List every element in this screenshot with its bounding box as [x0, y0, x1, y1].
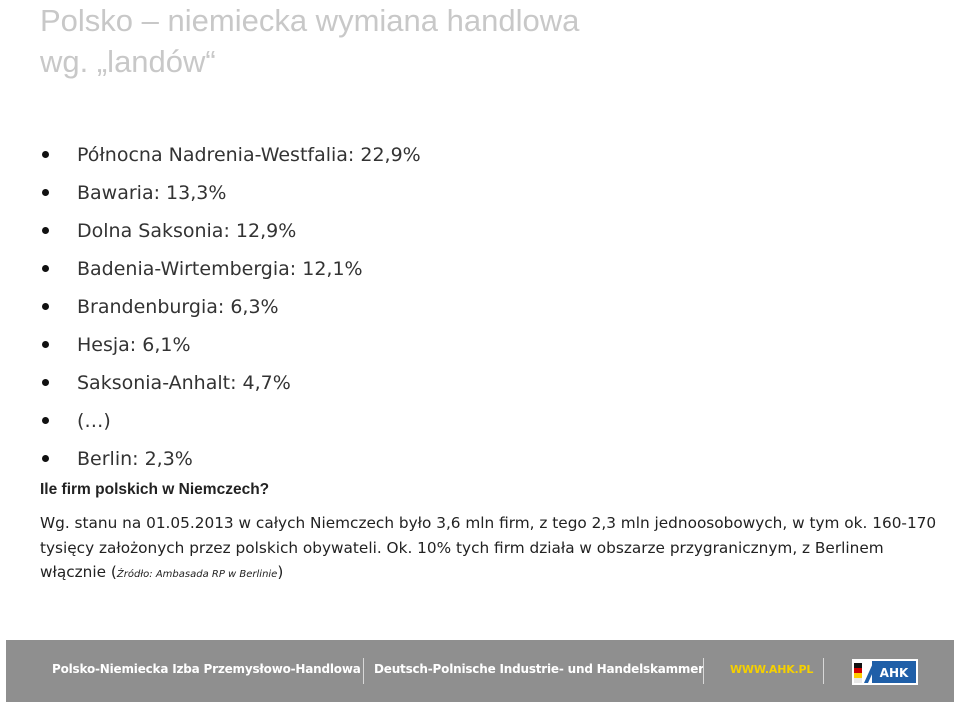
list-item-text: Berlin: 2,3%	[77, 448, 193, 470]
paragraph-closing: )	[277, 563, 284, 581]
source-citation: Źródło: Ambasada RP w Berlinie	[116, 569, 278, 580]
footer-name-pl: Polsko-Niemiecka Izba Przemysłowo-Handlo…	[52, 662, 361, 676]
ahk-logo-icon: AHK	[852, 659, 918, 685]
bullet-icon	[42, 265, 49, 272]
bullet-icon	[42, 151, 49, 158]
list-item-text: Brandenburgia: 6,3%	[77, 296, 279, 318]
list-item: Bawaria: 13,3%	[40, 174, 421, 212]
bullet-icon	[42, 227, 49, 234]
footer-divider	[703, 658, 704, 684]
list-item-text: (…)	[77, 410, 111, 432]
title-line-1: Polsko – niemiecka wymiana handlowa	[40, 3, 580, 38]
title-line-2: wg. „landów“	[40, 44, 216, 79]
list-item: Saksonia-Anhalt: 4,7%	[40, 364, 421, 402]
list-item: Hesja: 6,1%	[40, 326, 421, 364]
list-item-text: Badenia-Wirtembergia: 12,1%	[77, 258, 363, 280]
logo-text: AHK	[880, 666, 909, 680]
footer-divider	[363, 658, 364, 684]
footer-bar: Polsko-Niemiecka Izba Przemysłowo-Handlo…	[6, 640, 954, 702]
question-heading: Ile firm polskich w Niemczech?	[40, 481, 270, 498]
list-item: (…)	[40, 402, 421, 440]
list-item-text: Bawaria: 13,3%	[77, 182, 227, 204]
list-item: Dolna Saksonia: 12,9%	[40, 212, 421, 250]
list-item-text: Dolna Saksonia: 12,9%	[77, 220, 297, 242]
footer-website-link[interactable]: WWW.AHK.PL	[730, 663, 814, 676]
list-item-text: Saksonia-Anhalt: 4,7%	[77, 372, 291, 394]
list-item-text: Północna Nadrenia-Westfalia: 22,9%	[77, 144, 421, 166]
bullet-icon	[42, 303, 49, 310]
list-item: Berlin: 2,3%	[40, 440, 421, 478]
bullet-list: Północna Nadrenia-Westfalia: 22,9% Bawar…	[40, 136, 421, 478]
body-paragraph: Wg. stanu na 01.05.2013 w całych Niemcze…	[40, 511, 940, 588]
list-item: Badenia-Wirtembergia: 12,1%	[40, 250, 421, 288]
footer-name-de: Deutsch-Polnische Industrie- und Handels…	[374, 662, 704, 676]
list-item: Północna Nadrenia-Westfalia: 22,9%	[40, 136, 421, 174]
bullet-icon	[42, 341, 49, 348]
bullet-icon	[42, 189, 49, 196]
bullet-icon	[42, 379, 49, 386]
list-item: Brandenburgia: 6,3%	[40, 288, 421, 326]
slide-title: Polsko – niemiecka wymiana handlowa wg. …	[40, 0, 579, 82]
list-item-text: Hesja: 6,1%	[77, 334, 191, 356]
bullet-icon	[42, 417, 49, 424]
paragraph-text: Wg. stanu na 01.05.2013 w całych Niemcze…	[40, 514, 937, 581]
bullet-icon	[42, 455, 49, 462]
footer-divider	[823, 658, 824, 684]
